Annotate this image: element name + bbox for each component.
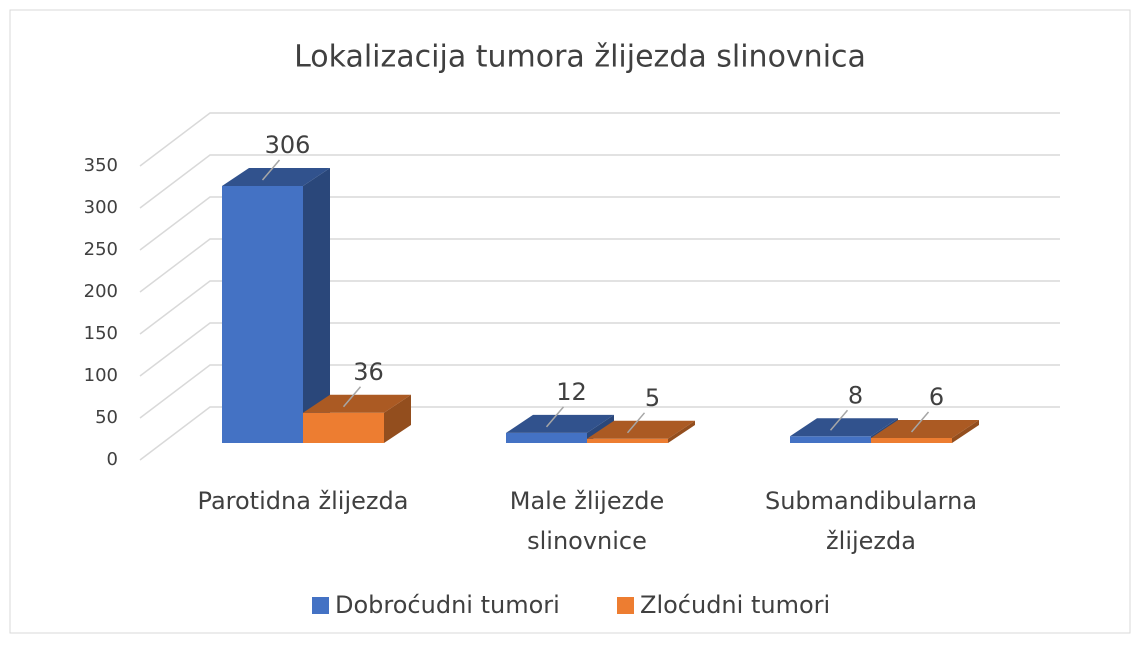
bar-side — [384, 394, 411, 443]
data-label: 36 — [353, 358, 384, 386]
bar-front — [790, 436, 871, 443]
data-label: 12 — [556, 378, 587, 406]
leader-line — [261, 159, 281, 181]
grid-line — [139, 322, 1060, 377]
bar-top — [871, 419, 979, 438]
y-tick-label: 100 — [84, 365, 118, 386]
x-tick-label: Male žlijezde slinovnice — [510, 487, 664, 555]
x-tick-label: Parotidna žlijezda — [198, 487, 409, 515]
grid-line — [139, 238, 1060, 293]
y-tick-label: 350 — [84, 155, 118, 176]
bar-top — [587, 420, 695, 439]
y-tick-label: 300 — [84, 197, 118, 218]
bar-front — [303, 412, 384, 443]
bar-front — [506, 432, 587, 443]
leader-line — [626, 412, 646, 434]
y-tick-label: 200 — [84, 281, 118, 302]
bar-side — [668, 420, 695, 443]
leader-line — [910, 411, 930, 433]
bar-top — [790, 418, 898, 437]
y-tick-label: 50 — [95, 407, 118, 428]
chart-title: Lokalizacija tumora žlijezda slinovnica — [294, 40, 866, 75]
bar — [303, 394, 411, 443]
y-tick-label: 0 — [107, 449, 118, 470]
bar — [587, 420, 695, 443]
data-label: 306 — [265, 131, 311, 159]
grid-line — [139, 112, 1060, 167]
legend-swatch — [617, 597, 634, 614]
bar-front — [222, 185, 303, 443]
grid-line — [139, 154, 1060, 209]
leader-line — [342, 386, 362, 408]
leader-line — [545, 406, 565, 428]
y-tick-label: 150 — [84, 323, 118, 344]
legend-label: Zloćudni tumori — [640, 591, 830, 619]
leader-line — [829, 409, 849, 431]
data-label: 6 — [929, 383, 944, 411]
data-label: 5 — [645, 384, 660, 412]
y-tick-label: 250 — [84, 239, 118, 260]
bar-front — [871, 437, 952, 443]
bar-side — [303, 167, 330, 443]
bar-top — [506, 414, 614, 433]
bar-front — [587, 438, 668, 443]
data-label: 8 — [848, 381, 863, 409]
bar — [222, 167, 330, 443]
chart-border — [9, 9, 1131, 634]
bar — [871, 419, 979, 443]
bar-top — [222, 167, 330, 186]
grid-line — [139, 280, 1060, 335]
x-tick-label: Submandibularna žlijezda — [765, 487, 977, 555]
grid-line — [139, 196, 1060, 251]
bar-top — [303, 394, 411, 413]
bar-side — [952, 419, 979, 443]
grid-line — [139, 364, 1060, 419]
grid-line — [139, 406, 1060, 461]
legend-swatch — [312, 597, 329, 614]
legend-label: Dobroćudni tumori — [335, 591, 560, 619]
